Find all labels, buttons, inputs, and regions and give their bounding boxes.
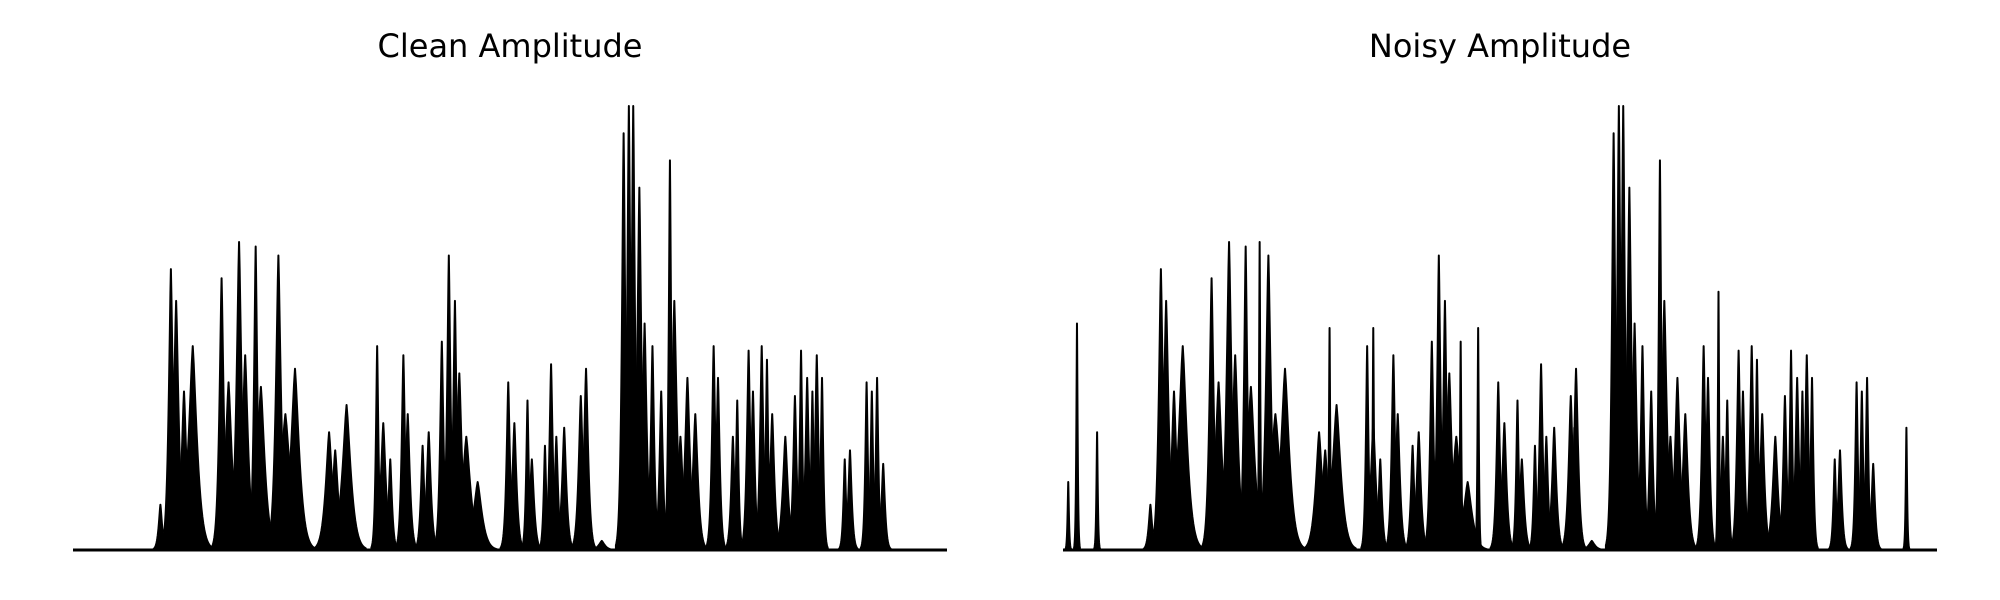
clean-amplitude-peak (841, 449, 859, 551)
clean-amplitude-title: Clean Amplitude (378, 27, 643, 65)
clean-amplitude-peak (503, 422, 525, 551)
noisy-amplitude-panel: Noisy Amplitude (1063, 27, 1937, 552)
clean-amplitude-peak (682, 413, 708, 551)
clean-amplitude-peak (521, 458, 543, 551)
noisy-amplitude-peak (1565, 367, 1587, 551)
noisy-amplitude-peak (1073, 322, 1081, 551)
clean-amplitude-peak (553, 426, 575, 551)
noisy-amplitude-peak (1474, 327, 1483, 551)
noisy-amplitude-peak (1714, 290, 1723, 551)
noisy-amplitude-peak (1369, 327, 1378, 551)
clean-amplitude-peak (457, 481, 498, 551)
noisy-amplitude-peak (1456, 340, 1465, 551)
clean-amplitude-panel: Clean Amplitude (73, 27, 947, 552)
noisy-amplitude-peak (1493, 422, 1515, 551)
noisy-amplitude-peak (1543, 426, 1565, 551)
noisy-amplitude-peak (1831, 449, 1849, 551)
clean-amplitude-plot-area (73, 105, 947, 552)
noisy-amplitude-peak (1864, 462, 1882, 551)
clean-amplitude-peak (172, 345, 213, 551)
clean-amplitude-peak (575, 367, 597, 551)
noisy-amplitude-peak (1093, 431, 1101, 551)
clean-amplitude-peak (397, 413, 419, 551)
clean-amplitude-peak (274, 367, 316, 551)
noisy-amplitude-plot-area (1063, 105, 1937, 552)
noisy-amplitude-peak (1902, 426, 1911, 551)
noisy-amplitude-peak (1577, 539, 1607, 551)
noisy-amplitude-peak (1699, 376, 1717, 551)
noisy-amplitude-title: Noisy Amplitude (1369, 27, 1631, 65)
noisy-amplitude-peak (1255, 240, 1264, 551)
clean-amplitude-peak (709, 376, 727, 551)
noisy-amplitude-peak (1264, 367, 1306, 551)
noisy-amplitude-peak (1162, 345, 1203, 551)
clean-amplitude-peak (587, 539, 617, 551)
noisy-amplitude-peak (1316, 404, 1357, 551)
clean-amplitude-peak (815, 376, 829, 551)
clean-amplitude-peak (326, 404, 367, 551)
noisy-amplitude-peak (1570, 426, 1579, 551)
noisy-amplitude-peak (1325, 327, 1334, 551)
noisy-amplitude-peak (1387, 413, 1409, 551)
noisy-amplitude-peak (1805, 376, 1819, 551)
noisy-amplitude-peak (1511, 458, 1533, 551)
clean-amplitude-peak (874, 462, 892, 551)
noisy-amplitude-peak (1064, 481, 1073, 551)
noisy-amplitude-peak (1672, 413, 1698, 551)
